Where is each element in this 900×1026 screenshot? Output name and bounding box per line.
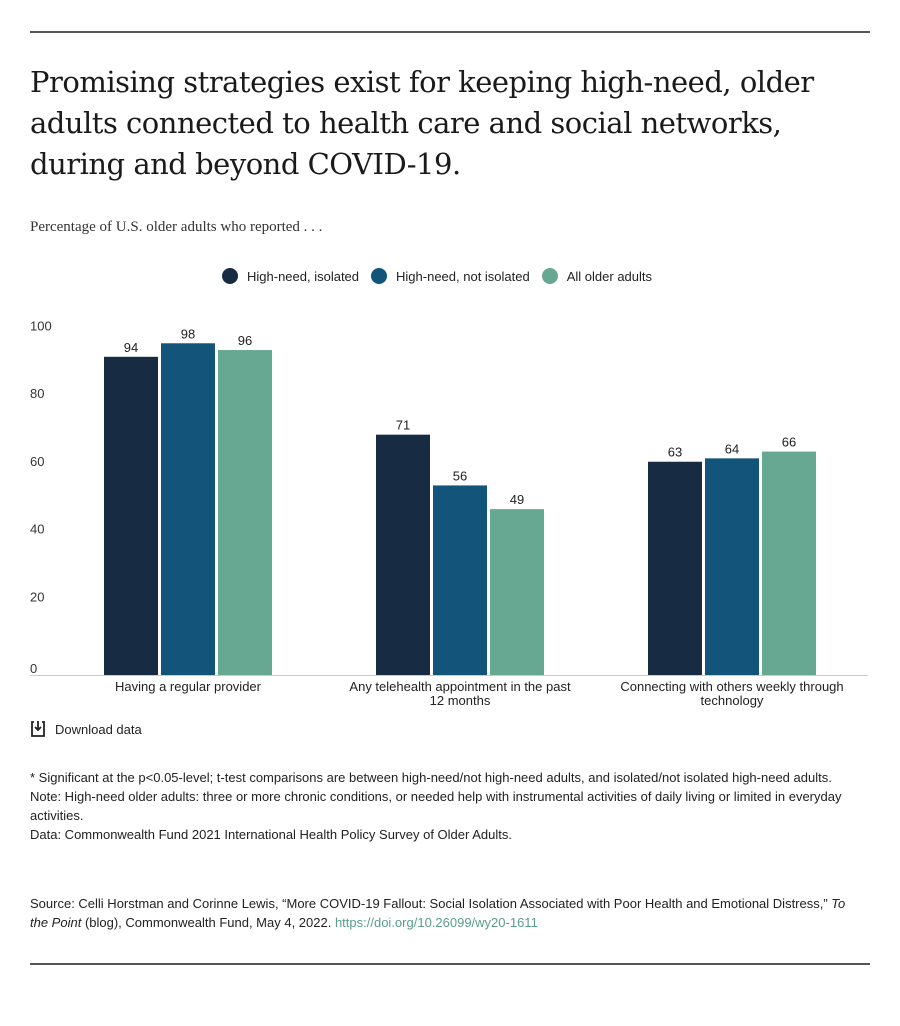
legend-swatch	[222, 268, 238, 284]
bar-chart: 0 20 40 60 80 100 94 98 96 Having a regular provi…	[30, 319, 868, 708]
data-label: 64	[725, 441, 739, 456]
source-text: Source: Celli Horstman and Corinne Lewis…	[30, 896, 832, 911]
data-label: 98	[181, 326, 195, 341]
legend-swatch	[371, 268, 388, 284]
bottom-rule	[30, 963, 870, 965]
x-tick-label: Any telehealth appointment in the past	[349, 679, 571, 694]
legend-item: High-need, isolated	[222, 268, 359, 284]
download-label: Download data	[55, 721, 142, 737]
x-tick-label: Connecting with others weekly through	[620, 679, 843, 694]
x-tick-label: Having a regular provider	[115, 679, 262, 694]
note-definition: Note: High-need older adults: three or m…	[30, 789, 842, 823]
top-rule	[30, 31, 870, 33]
bar	[433, 485, 487, 675]
legend-swatch	[541, 268, 558, 284]
y-tick-label: 40	[30, 522, 44, 537]
data-label: 49	[510, 492, 524, 507]
note-significance: * Significant at the p<0.05-level; t-tes…	[30, 770, 832, 785]
bar	[218, 350, 272, 675]
bar	[762, 451, 816, 675]
bar	[490, 509, 544, 675]
y-tick-label: 100	[30, 319, 52, 334]
legend-item: All older adults	[541, 268, 653, 284]
bar	[104, 356, 158, 675]
y-tick-label: 60	[30, 454, 44, 469]
notes: * Significant at the p<0.05-level; t-tes…	[30, 768, 860, 844]
note-data: Data: Commonwealth Fund 2021 Internation…	[30, 827, 512, 842]
source-blog: To the Point	[30, 896, 846, 930]
y-tick-label: 80	[30, 386, 44, 401]
y-tick-label: 0	[30, 661, 37, 676]
data-label: 56	[453, 468, 467, 483]
data-label: 71	[396, 418, 410, 433]
bar	[705, 458, 759, 675]
download-data-button[interactable]: Download data	[30, 720, 142, 738]
download-icon	[31, 721, 45, 737]
legend-label: High-need, isolated	[247, 268, 360, 284]
data-label: 94	[124, 340, 138, 355]
bar	[376, 434, 430, 675]
y-tick-label: 20	[30, 589, 44, 604]
source-text-2: (blog), Commonwealth Fund, May 4, 2022.	[81, 915, 335, 930]
chart-title: Promising strategies exist for keeping h…	[30, 65, 814, 181]
legend-label: All older adults	[566, 268, 653, 284]
source-link[interactable]: https://doi.org/10.26099/wy20-1611	[334, 915, 538, 930]
bar	[161, 343, 215, 675]
data-label: 96	[238, 333, 252, 348]
chart-subtitle: Percentage of U.S. older adults who repo…	[30, 219, 323, 235]
x-tick-label: technology	[701, 693, 764, 708]
legend-label: High-need, not isolated	[396, 268, 530, 284]
legend-item: High-need, not isolated	[371, 268, 530, 284]
data-label: 66	[782, 435, 796, 450]
source: Source: Celli Horstman and Corinne Lewis…	[30, 894, 860, 932]
legend: High-need, isolated High-need, not isola…	[222, 268, 652, 284]
x-tick-label: 12 months	[430, 693, 491, 708]
bar	[648, 461, 702, 675]
data-label: 63	[668, 445, 682, 460]
